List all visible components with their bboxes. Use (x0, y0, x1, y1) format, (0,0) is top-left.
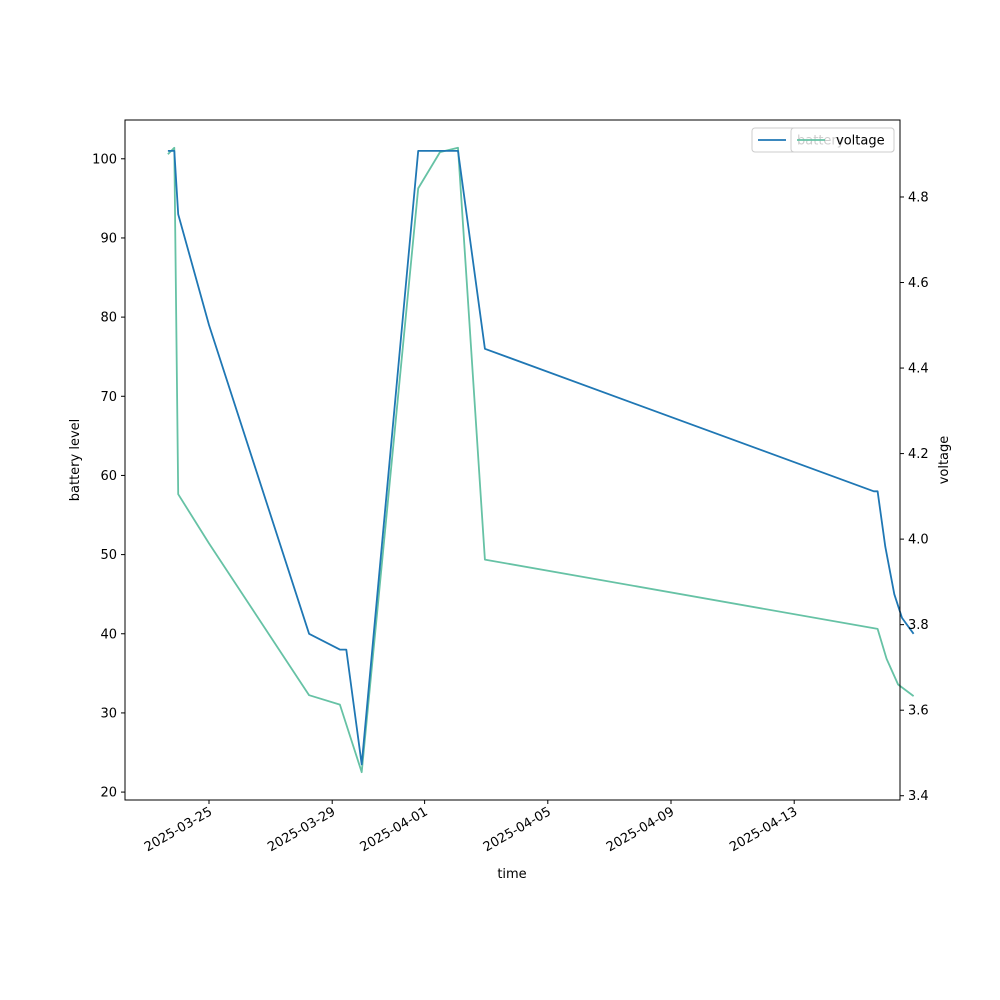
legend-layer: batteryvoltage (751, 127, 895, 153)
x-tick-label: 2025-04-13 (727, 804, 800, 855)
y-right-tick-label: 3.4 (908, 789, 929, 804)
x-axis-label: time (497, 867, 526, 882)
y-left-tick-label: 20 (100, 786, 117, 801)
y-left-tick-label: 80 (100, 311, 117, 326)
y-left-tick-label: 40 (100, 627, 117, 642)
legend-box (790, 127, 895, 153)
y-right-tick-label: 3.8 (908, 618, 929, 633)
legend-label: voltage (836, 134, 885, 149)
plot-frame (124, 119, 901, 801)
y-left-axis-label: battery level (68, 419, 83, 502)
series-layer (167, 146, 915, 774)
y-right-tick-label: 4.6 (908, 276, 929, 291)
y-right-tick-label: 4.0 (908, 533, 929, 548)
y-left-tick-label: 50 (100, 548, 117, 563)
x-tick-label: 2025-03-29 (265, 804, 338, 855)
y-right-tick-label: 4.8 (908, 190, 929, 205)
x-tick-label: 2025-03-25 (142, 804, 215, 855)
y-right-tick-label: 4.4 (908, 362, 929, 377)
x-tick-label: 2025-04-05 (481, 804, 554, 855)
series-line-voltage (167, 146, 915, 774)
x-tick-label: 2025-04-09 (604, 804, 677, 855)
y-left-tick-label: 90 (100, 231, 117, 246)
y-right-tick-label: 3.6 (908, 704, 929, 719)
y-left-tick-label: 100 (92, 152, 117, 167)
y-right-axis-label: voltage (937, 436, 952, 485)
legend-2: voltage (790, 127, 895, 153)
y-left-tick-label: 60 (100, 469, 117, 484)
y-left-tick-label: 70 (100, 390, 117, 405)
series-line-battery (167, 149, 915, 766)
x-tick-label: 2025-04-01 (358, 804, 431, 855)
y-left-tick-label: 30 (100, 706, 117, 721)
plot-background (125, 120, 900, 800)
y-right-tick-label: 4.2 (908, 447, 929, 462)
